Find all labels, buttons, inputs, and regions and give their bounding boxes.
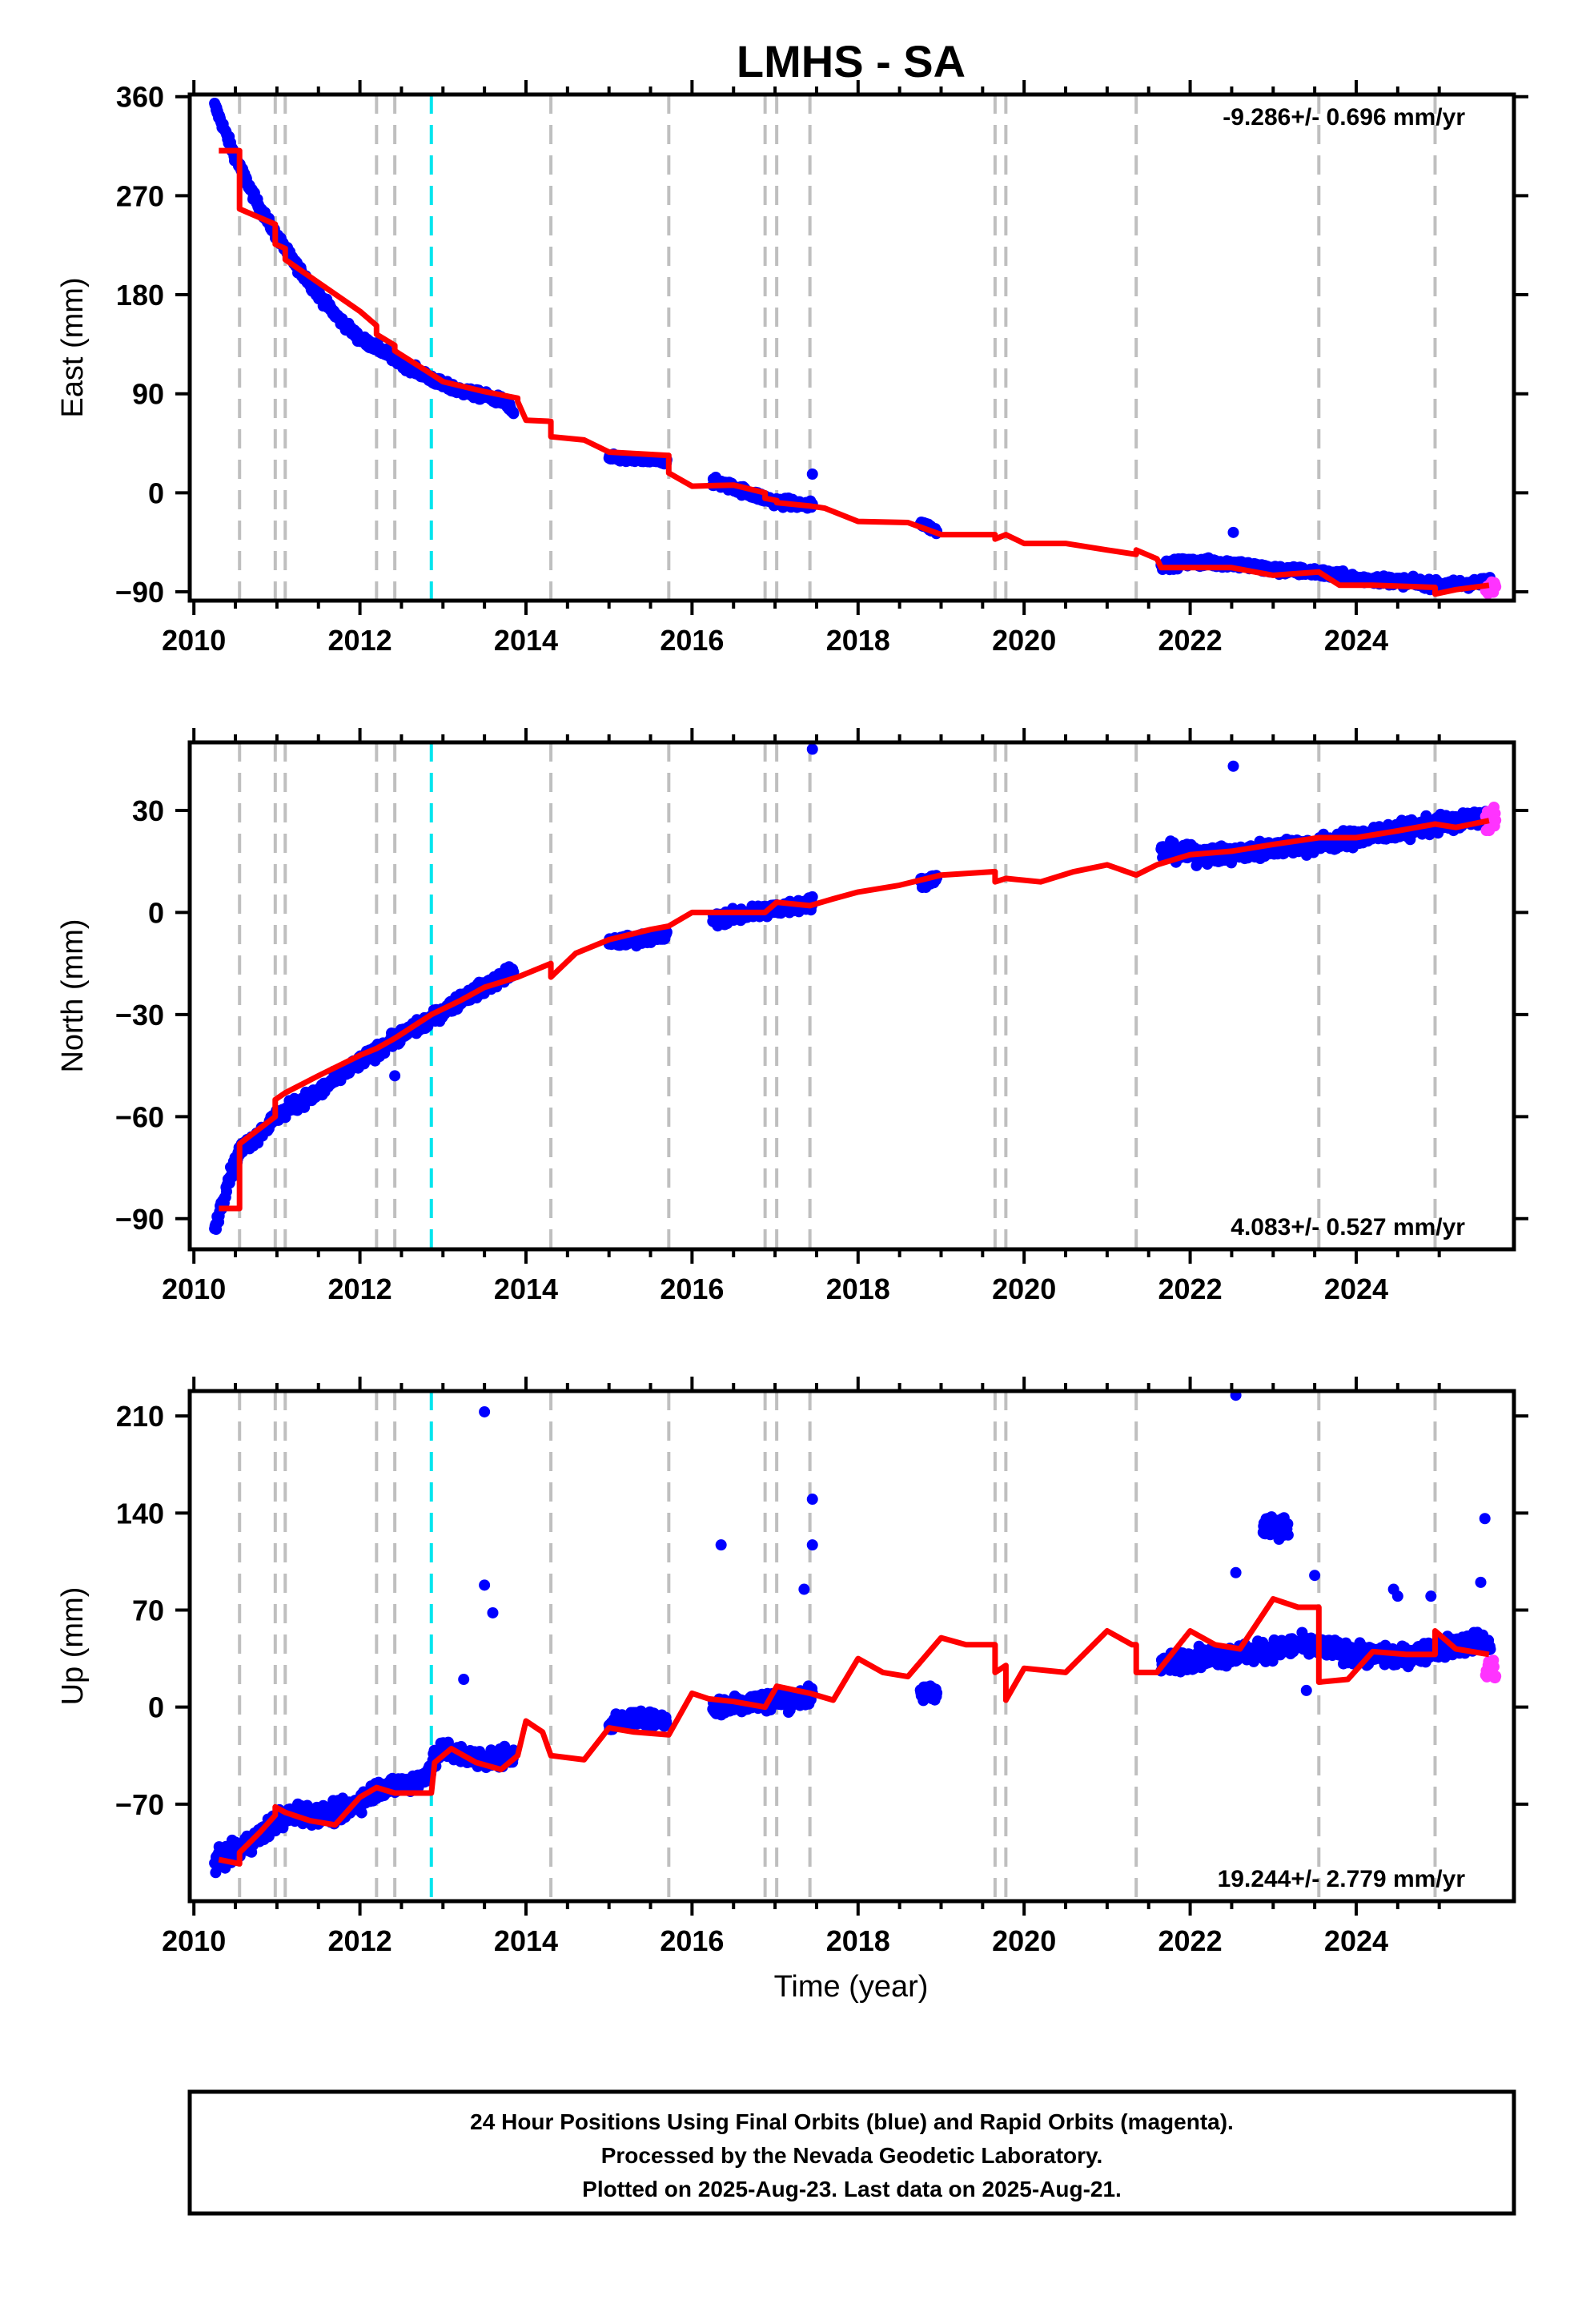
y-tick-label: 30 (132, 794, 164, 827)
outlier-point (1227, 760, 1239, 772)
east-y-axis-label: East (mm) (56, 277, 90, 417)
north-frame (187, 740, 1516, 1252)
x-tick-label: 2018 (826, 1273, 890, 1305)
final-data-point (210, 1867, 222, 1879)
north-rapid-points (1480, 802, 1502, 837)
y-tick-label: −30 (115, 999, 164, 1031)
north-x-ticks: 2010 2012 2014 2016 2018 2020 2022 2024 (162, 728, 1441, 1305)
final-data-point (931, 1687, 943, 1699)
x-tick-label: 2022 (1158, 624, 1223, 657)
x-tick-label: 2012 (328, 624, 392, 657)
y-tick-label: 360 (116, 81, 164, 114)
x-tick-label: 2024 (1324, 624, 1388, 657)
east-frame (187, 92, 1516, 603)
x-tick-label: 2010 (162, 1273, 226, 1305)
outlier-point (806, 468, 818, 480)
north-y-axis-label: North (mm) (56, 919, 90, 1072)
east-y-ticks: −90 0 90 180 270 360 (115, 81, 1528, 609)
north-y-ticks: −90 −60 −30 0 30 (115, 794, 1528, 1236)
x-tick-label: 2014 (494, 624, 558, 657)
x-tick-label: 2016 (660, 624, 724, 657)
y-tick-label: 0 (148, 476, 164, 509)
x-tick-label: 2012 (328, 1273, 392, 1305)
y-tick-label: 0 (148, 896, 164, 929)
y-tick-label: −90 (115, 1203, 164, 1236)
y-tick-label: 270 (116, 179, 164, 212)
y-tick-label: 90 (132, 378, 164, 411)
figure-title: LMHS - SA (737, 36, 966, 86)
final-data-point (355, 1807, 367, 1819)
final-data-point (508, 408, 520, 420)
north-step-lines (238, 742, 1437, 1249)
x-tick-label: 2022 (1158, 1273, 1223, 1305)
outlier-point (1227, 526, 1239, 538)
x-tick-label: 2018 (826, 624, 890, 657)
north-panel: −90 −60 −30 0 30 2010 2012 2014 2016 2018 2020 2022… (56, 728, 1528, 1305)
y-tick-label: −90 (115, 576, 164, 609)
north-rate-label: 4.083+/- 0.527 mm/yr (1231, 1214, 1465, 1240)
x-tick-label: 2024 (1324, 1273, 1388, 1305)
x-tick-label: 2016 (660, 1273, 724, 1305)
rapid-data-point (1490, 814, 1502, 826)
east-model-line (219, 147, 1490, 597)
north-model-line (219, 818, 1490, 1212)
outlier-point (806, 743, 818, 755)
x-tick-label: 2020 (992, 1273, 1056, 1305)
x-tick-label: 2014 (494, 1273, 558, 1305)
east-rate-label: -9.286+/- 0.696 mm/yr (1223, 104, 1465, 131)
rapid-data-point (1490, 581, 1502, 593)
east-x-ticks: 2010 2012 2014 2016 2018 2020 2022 2024 (162, 80, 1441, 657)
x-tick-label: 2010 (162, 624, 226, 657)
outlier-point (389, 1070, 401, 1082)
final-data-point (806, 891, 818, 903)
y-tick-label: 180 (116, 279, 164, 312)
y-tick-label: −60 (115, 1100, 164, 1133)
x-tick-label: 2020 (992, 624, 1056, 657)
